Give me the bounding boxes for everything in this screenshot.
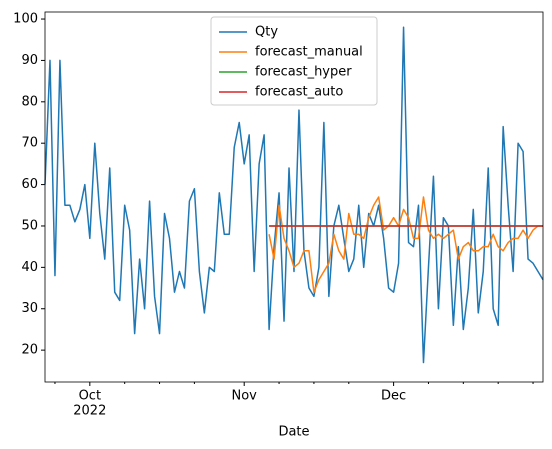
x-tick-label: Oct [79, 389, 101, 404]
x-tick-label: Dec [381, 389, 406, 404]
y-tick-label: 60 [21, 177, 38, 192]
series-line [44, 26, 544, 364]
y-tick-label: 90 [21, 53, 38, 68]
x-axis-label: Date [278, 425, 309, 440]
legend-box [210, 16, 378, 106]
plot-frame [44, 11, 544, 383]
x-year-label: 2022 [73, 404, 106, 419]
legend-label: forecast_auto [255, 85, 343, 100]
legend-label: forecast_hyper [255, 65, 352, 80]
series-line [268, 196, 543, 293]
legend-label: Qty [255, 25, 278, 40]
y-tick-label: 70 [21, 136, 38, 151]
y-tick-label: 80 [21, 94, 38, 109]
legend-label: forecast_manual [255, 45, 363, 60]
y-tick-label: 20 [21, 343, 38, 358]
y-tick-label: 40 [21, 260, 38, 275]
y-tick-label: 100 [13, 12, 38, 27]
y-tick-label: 30 [21, 301, 38, 316]
y-tick-label: 50 [21, 218, 38, 233]
x-tick-label: Nov [232, 389, 258, 404]
